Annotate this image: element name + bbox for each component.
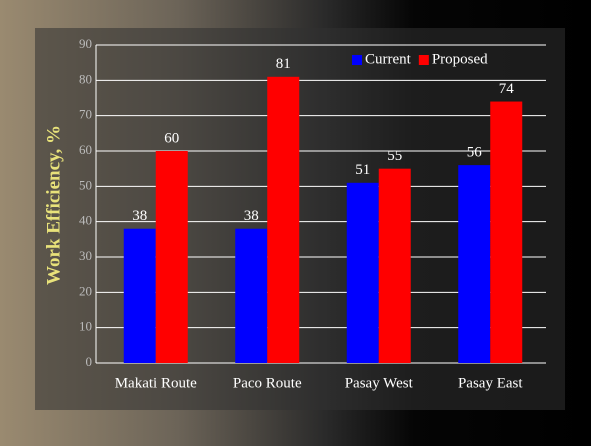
y-tick-label: 40 <box>79 213 92 228</box>
x-tick-label: Makati Route <box>115 375 197 391</box>
y-tick-label: 70 <box>79 107 92 122</box>
y-tick-label: 0 <box>86 354 93 369</box>
bar <box>346 182 379 363</box>
x-tick-label: Paco Route <box>233 375 302 391</box>
bar <box>235 228 268 363</box>
bar <box>378 168 411 363</box>
bar <box>490 101 523 364</box>
x-tick-label: Pasay East <box>458 375 523 391</box>
y-axis-label: Work Efficiency, % <box>43 125 64 285</box>
bar <box>458 165 491 363</box>
legend-swatch <box>352 55 362 65</box>
y-tick-label: 50 <box>79 177 92 192</box>
bar <box>155 151 188 363</box>
data-label: 74 <box>499 81 515 97</box>
y-tick-label: 20 <box>79 283 92 298</box>
data-label: 55 <box>387 148 402 164</box>
x-tick-label: Pasay West <box>345 375 414 391</box>
y-tick-label: 80 <box>79 71 92 86</box>
y-tick-label: 10 <box>79 319 92 334</box>
legend-swatch <box>418 55 429 65</box>
bar <box>123 228 156 363</box>
y-tick-label: 90 <box>79 36 92 51</box>
data-label: 51 <box>355 162 370 178</box>
data-label: 56 <box>467 145 483 161</box>
bar <box>267 76 300 364</box>
data-label: 60 <box>164 130 179 146</box>
data-label: 38 <box>132 208 147 224</box>
data-label: 38 <box>244 208 259 224</box>
data-label: 81 <box>276 56 291 72</box>
y-tick-label: 30 <box>79 248 92 263</box>
y-tick-label: 60 <box>79 142 92 157</box>
legend-label: Proposed <box>432 51 488 67</box>
legend-label: Current <box>365 51 412 67</box>
